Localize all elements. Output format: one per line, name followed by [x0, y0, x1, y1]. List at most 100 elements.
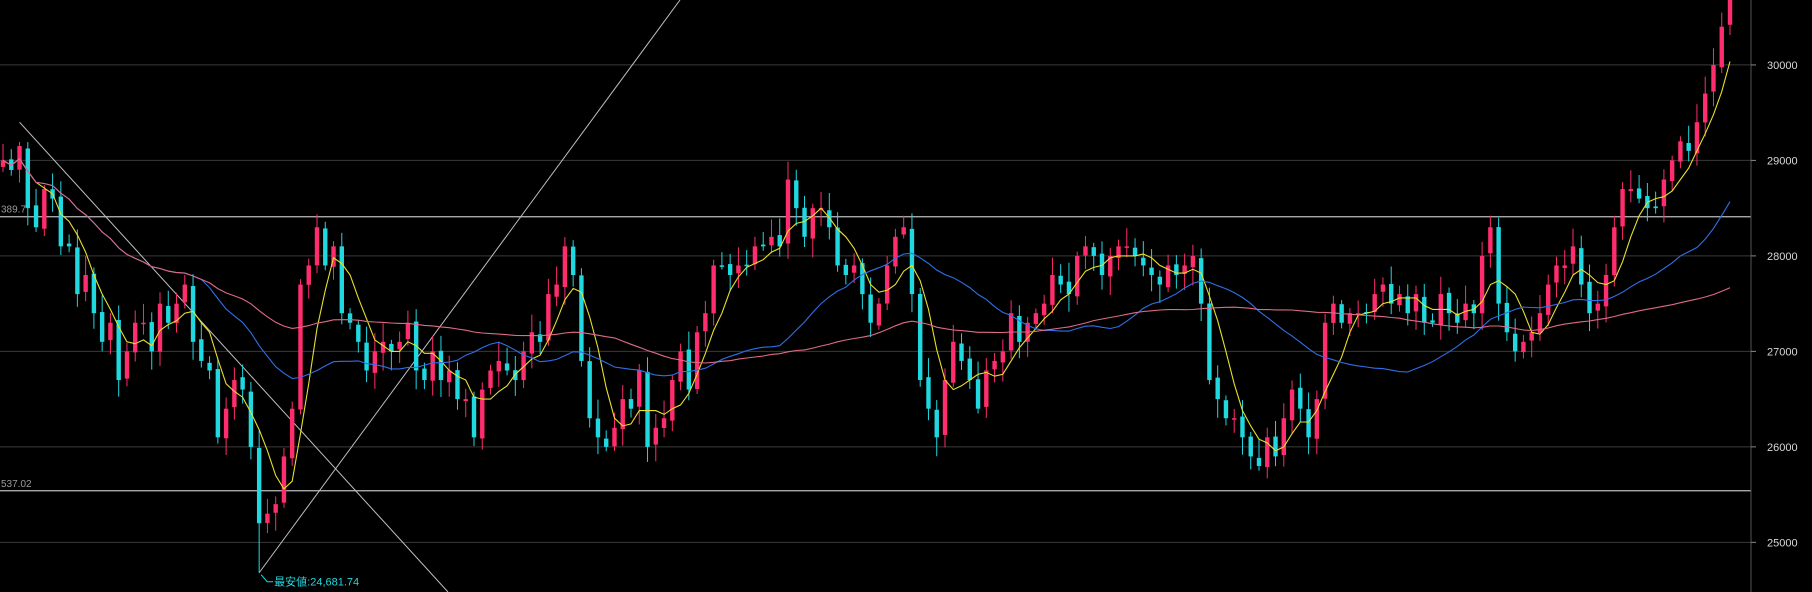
ma-long-line [2, 158, 1731, 364]
candle-body [1727, 0, 1733, 25]
candle-body [1703, 93, 1708, 123]
candle-body [529, 332, 535, 354]
candle-body [579, 275, 584, 361]
y-tick-label: 29000 [1767, 155, 1798, 167]
candle-body [967, 358, 972, 381]
candle-body [133, 322, 138, 353]
ma-mid-line [2, 158, 1731, 380]
low-annotation-label: 最安値:24,681.74 [274, 575, 359, 589]
candle-body [686, 349, 692, 390]
candle-body [372, 351, 378, 373]
candle-body [595, 418, 601, 438]
candle-body [612, 427, 617, 447]
candle-body [843, 264, 849, 275]
candle-body [918, 293, 923, 381]
candle-body [810, 208, 815, 239]
candle-body [1207, 303, 1212, 381]
candle-body [1413, 294, 1419, 312]
candle-body [1141, 257, 1146, 266]
candle-body [1289, 389, 1295, 421]
candle-body [1099, 253, 1105, 275]
candle-body [934, 409, 939, 438]
candle-body [1653, 206, 1658, 209]
candle-body [1174, 264, 1179, 275]
candle-body [719, 265, 725, 267]
candle-body [694, 332, 700, 390]
candle-body [364, 342, 369, 371]
candle-body [1636, 188, 1642, 199]
candle-body [1570, 246, 1576, 264]
candle-body [1546, 284, 1551, 315]
candle-body [116, 319, 121, 381]
candle-body [1521, 341, 1526, 353]
candle-body [1075, 255, 1080, 297]
candle-body [356, 324, 361, 342]
ma-short-line [2, 61, 1731, 490]
candle-body [620, 399, 625, 430]
candle-body [256, 447, 262, 524]
candle-body [537, 334, 543, 342]
candle-body [1265, 437, 1270, 468]
candle-body [1256, 457, 1262, 466]
candle-body [323, 228, 328, 266]
candle-body [1066, 281, 1072, 295]
candle-body [1232, 418, 1237, 420]
candle-body [455, 370, 460, 400]
candle-body [273, 504, 278, 513]
candle-body [1488, 227, 1493, 254]
candle-body [546, 294, 551, 341]
candle-body [1446, 292, 1452, 314]
candle-body [901, 227, 906, 235]
candle-body [802, 207, 807, 237]
candle-body [1661, 179, 1667, 207]
candle-body [1190, 255, 1196, 268]
candle-body [1124, 246, 1129, 248]
candle-body [769, 236, 774, 246]
candle-body [504, 363, 510, 371]
candle-body [1273, 436, 1278, 457]
candle-body [1554, 265, 1559, 283]
candle-body [1669, 160, 1675, 182]
candle-body [992, 360, 997, 370]
candle-body [91, 273, 97, 314]
candle-body [1686, 142, 1691, 151]
candle-body [661, 418, 667, 428]
candle-body [108, 322, 113, 341]
candle-body [777, 235, 782, 247]
candle-body [1223, 400, 1229, 419]
candle-body [83, 274, 88, 292]
y-axis: 25000 26000 27000 28000 29000 30000 [1750, 0, 1798, 592]
candle-body [587, 361, 592, 419]
candle-body [951, 341, 956, 383]
candle-body [1240, 416, 1245, 438]
candle-body [1504, 302, 1510, 333]
y-tick-label: 27000 [1767, 346, 1798, 358]
candle-body [1298, 387, 1303, 409]
candle-body [678, 351, 683, 382]
trendline-down [19, 121, 449, 592]
candle-body [174, 303, 179, 324]
candle-body [488, 370, 493, 388]
candle-body [827, 210, 832, 228]
horizontal-level-label: 389.7 [1, 205, 26, 216]
candle-body [653, 427, 658, 445]
candle-body [670, 380, 675, 421]
candle-body [42, 189, 47, 229]
y-tick-label: 30000 [1767, 60, 1798, 72]
candle-body [58, 196, 64, 247]
candle-body [1678, 141, 1683, 162]
candle-body [66, 243, 72, 247]
candle-body [876, 303, 882, 326]
candle-body [1314, 399, 1320, 439]
candle-body [25, 148, 30, 209]
candle-body [1380, 284, 1386, 292]
candle-body [1322, 322, 1328, 399]
candle-body [1455, 313, 1460, 323]
candle-body [562, 246, 568, 288]
candle-body [736, 265, 741, 274]
candle-body [1248, 436, 1253, 457]
candle-body [17, 146, 22, 170]
candle-body [959, 343, 964, 361]
candle-body [331, 246, 336, 267]
candle-body [281, 456, 287, 503]
